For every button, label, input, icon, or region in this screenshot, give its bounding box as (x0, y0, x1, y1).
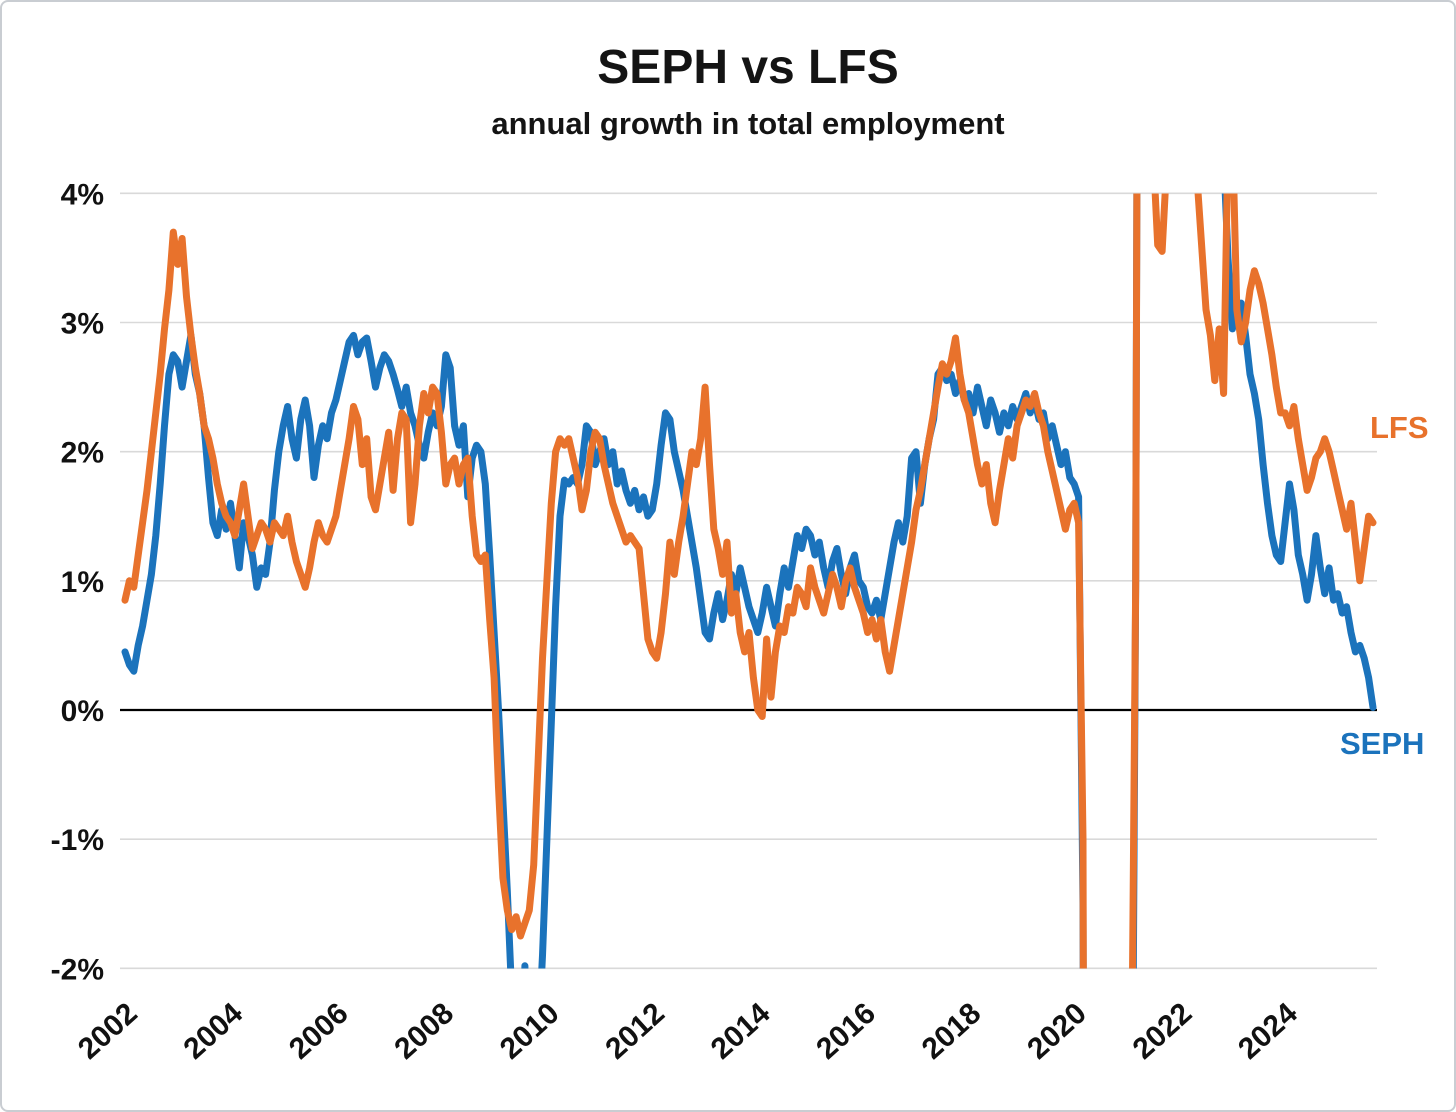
y-tick-label: 0% (61, 695, 104, 728)
y-tick-label: -2% (51, 953, 104, 986)
seph-series-label: SEPH (1340, 726, 1425, 761)
x-tick-label: 2020 (1021, 997, 1093, 1066)
y-tick-label: 2% (61, 437, 104, 470)
y-axis-labels: 4% 3% 2% 1% 0% -1% -2% (51, 178, 104, 986)
x-tick-label: 2008 (388, 997, 460, 1066)
chart-title: SEPH vs LFS (597, 41, 899, 94)
gridlines (120, 192, 1377, 970)
y-tick-label: 3% (61, 307, 104, 340)
seph-line (121, 193, 1377, 969)
x-tick-label: 2024 (1232, 996, 1304, 1065)
x-tick-label: 2018 (916, 997, 988, 1066)
x-tick-label: 2006 (283, 997, 355, 1066)
x-tick-label: 2016 (810, 997, 882, 1066)
y-tick-label: 4% (61, 178, 104, 211)
x-tick-label: 2012 (599, 997, 671, 1066)
y-tick-label: -1% (51, 824, 104, 857)
y-tick-label: 1% (61, 566, 104, 599)
x-tick-label: 2022 (1127, 997, 1199, 1066)
lfs-series-label: LFS (1370, 410, 1429, 445)
chart-subtitle: annual growth in total employment (491, 106, 1005, 141)
x-tick-label: 2004 (177, 996, 249, 1065)
lfs-line (121, 193, 1377, 969)
x-tick-label: 2010 (494, 997, 566, 1066)
x-axis-labels: 2002 2004 2006 2008 2010 2012 2014 2016 2018 2020… (72, 996, 1304, 1065)
x-tick-label: 2002 (72, 997, 144, 1066)
x-tick-label: 2014 (705, 996, 777, 1065)
